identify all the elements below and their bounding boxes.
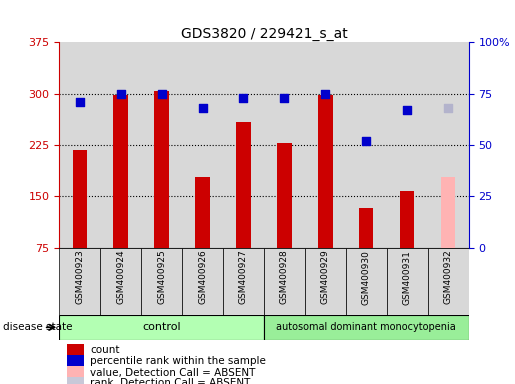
Bar bbox=[305, 248, 346, 315]
Bar bbox=[67, 377, 84, 384]
Text: rank, Detection Call = ABSENT: rank, Detection Call = ABSENT bbox=[90, 378, 250, 384]
Bar bbox=[100, 248, 141, 315]
Text: count: count bbox=[90, 346, 119, 356]
Text: GSM400923: GSM400923 bbox=[75, 250, 84, 305]
Bar bbox=[428, 42, 469, 248]
Text: value, Detection Call = ABSENT: value, Detection Call = ABSENT bbox=[90, 367, 255, 377]
Point bbox=[280, 94, 288, 101]
Point bbox=[198, 105, 207, 111]
Bar bbox=[59, 248, 100, 315]
Point bbox=[239, 94, 248, 101]
Title: GDS3820 / 229421_s_at: GDS3820 / 229421_s_at bbox=[181, 27, 347, 41]
Text: GSM400927: GSM400927 bbox=[239, 250, 248, 305]
Bar bbox=[346, 248, 387, 315]
Bar bbox=[141, 248, 182, 315]
Bar bbox=[67, 344, 84, 357]
Bar bbox=[264, 42, 305, 248]
Bar bbox=[277, 143, 291, 248]
Bar bbox=[154, 91, 169, 248]
Text: percentile rank within the sample: percentile rank within the sample bbox=[90, 356, 266, 366]
Bar bbox=[318, 95, 333, 248]
Text: GSM400932: GSM400932 bbox=[444, 250, 453, 305]
Text: disease state: disease state bbox=[3, 322, 72, 333]
Bar bbox=[73, 150, 87, 248]
Bar bbox=[67, 355, 84, 367]
Point bbox=[321, 91, 330, 97]
Text: GSM400925: GSM400925 bbox=[157, 250, 166, 305]
Bar bbox=[113, 95, 128, 248]
Text: GSM400930: GSM400930 bbox=[362, 250, 371, 305]
Point bbox=[76, 99, 84, 105]
Bar bbox=[305, 42, 346, 248]
Bar bbox=[359, 208, 373, 248]
Point bbox=[158, 91, 166, 97]
Bar bbox=[427, 248, 469, 315]
Text: GSM400924: GSM400924 bbox=[116, 250, 125, 305]
Text: GSM400931: GSM400931 bbox=[403, 250, 411, 305]
Bar bbox=[346, 42, 387, 248]
Bar bbox=[441, 177, 455, 248]
Bar bbox=[195, 177, 210, 248]
Bar bbox=[182, 42, 223, 248]
Bar bbox=[264, 315, 469, 340]
Point bbox=[116, 91, 125, 97]
Bar bbox=[400, 191, 415, 248]
Bar bbox=[223, 248, 264, 315]
Point bbox=[362, 138, 370, 144]
Bar bbox=[59, 42, 100, 248]
Bar bbox=[264, 248, 305, 315]
Bar bbox=[236, 122, 251, 248]
Text: autosomal dominant monocytopenia: autosomal dominant monocytopenia bbox=[277, 322, 456, 333]
Text: control: control bbox=[142, 322, 181, 333]
Text: GSM400926: GSM400926 bbox=[198, 250, 207, 305]
Bar bbox=[67, 366, 84, 379]
Text: GSM400929: GSM400929 bbox=[321, 250, 330, 305]
Bar bbox=[387, 248, 427, 315]
Text: GSM400928: GSM400928 bbox=[280, 250, 289, 305]
Bar bbox=[100, 42, 141, 248]
Point bbox=[403, 107, 411, 113]
Point bbox=[444, 105, 452, 111]
Bar bbox=[141, 42, 182, 248]
Bar bbox=[223, 42, 264, 248]
Bar bbox=[387, 42, 428, 248]
Bar bbox=[59, 315, 264, 340]
Bar bbox=[182, 248, 223, 315]
